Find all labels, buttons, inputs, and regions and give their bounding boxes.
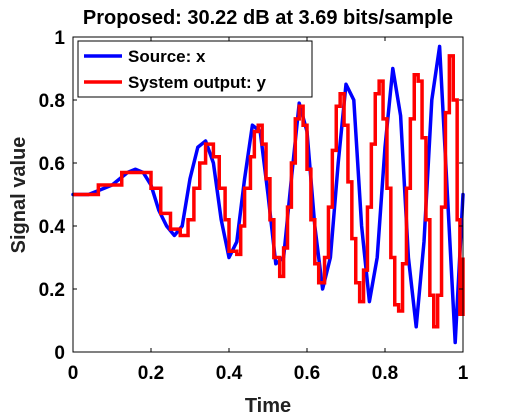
chart-title: Proposed: 30.22 dB at 3.69 bits/sample: [83, 7, 453, 29]
x-tick-label: 0.4: [216, 363, 243, 384]
plot-frame: [72, 36, 464, 353]
series-line-output: [73, 54, 465, 329]
x-tick-label: 0.2: [138, 363, 164, 384]
x-tick-label: 0.8: [372, 363, 398, 384]
legend-box: [77, 40, 313, 98]
series-layer: [71, 44, 465, 345]
y-tick-label: 0.2: [39, 280, 65, 301]
y-tick-label: 0.4: [39, 217, 66, 238]
y-axis-label: Signal value: [8, 137, 30, 254]
x-tick-label: 0.6: [294, 363, 320, 384]
legend-label-output: System output: y: [128, 73, 266, 92]
x-tick-label: 0: [68, 363, 79, 384]
legend-label-source: Source: x: [128, 47, 206, 66]
y-tick-label: 0.6: [39, 154, 65, 175]
tick-layer: 0 0.2 0.4 0.6 0.8 1 0 0.2 0.4 0.6 0.8 1: [39, 28, 469, 384]
series-line-source: [71, 44, 465, 345]
legend: Source: x System output: y: [77, 40, 313, 98]
x-tick-label: 1: [458, 363, 469, 384]
x-axis-label: Time: [245, 395, 291, 417]
y-tick-label: 0: [54, 343, 65, 364]
y-tick-label: 1: [54, 28, 65, 49]
y-tick-label: 0.8: [39, 91, 65, 112]
